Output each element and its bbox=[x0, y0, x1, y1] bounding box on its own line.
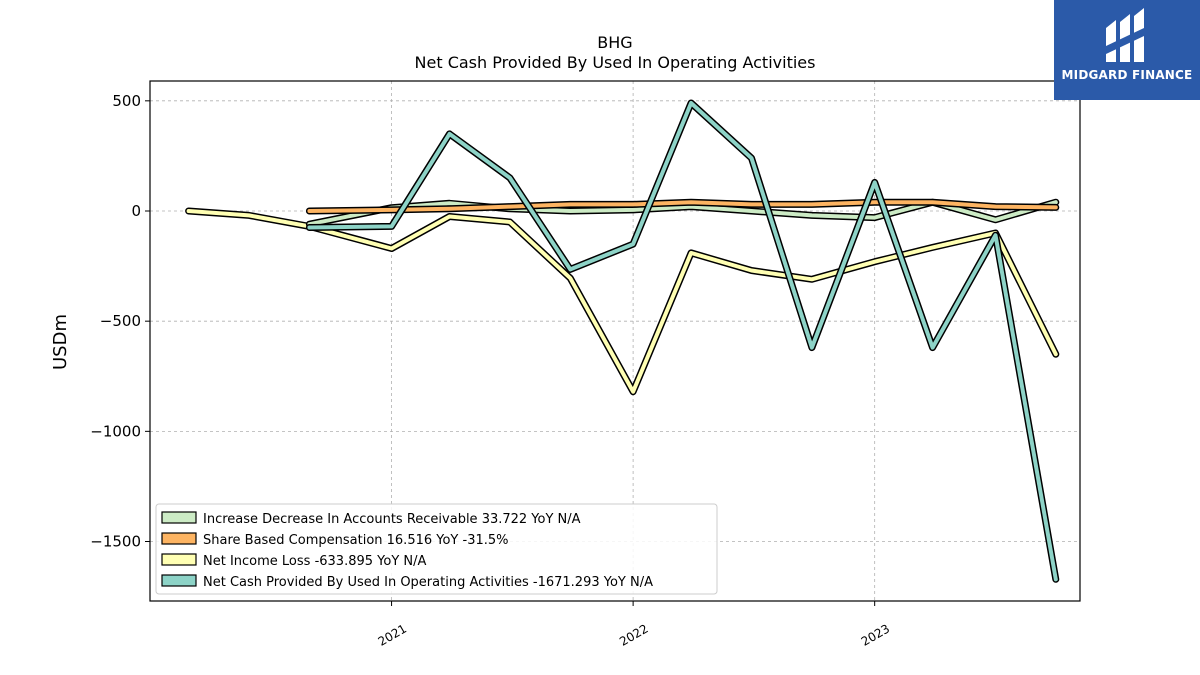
logo-text: MIDGARD FINANCE bbox=[1061, 68, 1193, 82]
y-axis-label: USDm bbox=[50, 314, 71, 370]
series-line bbox=[185, 207, 1060, 396]
y-tick-label: −1000 bbox=[90, 422, 141, 440]
midgard-finance-logo: MIDGARD FINANCE bbox=[1054, 0, 1200, 100]
legend-entry: Share Based Compensation 16.516 YoY -31.… bbox=[203, 533, 509, 548]
legend-swatch bbox=[161, 532, 197, 545]
series-line-fill bbox=[307, 200, 1058, 213]
legend-entry: Net Cash Provided By Used In Operating A… bbox=[203, 575, 653, 590]
chart-title: BHG bbox=[597, 33, 632, 52]
x-tick-label: 2022 bbox=[617, 621, 650, 648]
series-line bbox=[305, 99, 1060, 583]
legend: Increase Decrease In Accounts Receivable… bbox=[155, 503, 718, 595]
series-line-outline bbox=[185, 207, 1060, 396]
y-tick-label: 0 bbox=[131, 202, 141, 220]
x-tick-label: 2023 bbox=[859, 621, 892, 648]
y-tick-label: −500 bbox=[100, 312, 141, 330]
legend-entry: Net Income Loss -633.895 YoY N/A bbox=[203, 554, 426, 569]
legend-swatch bbox=[161, 574, 197, 587]
series-line-fill bbox=[307, 101, 1058, 582]
legend-box bbox=[155, 503, 718, 595]
y-tick-label: −1500 bbox=[90, 533, 141, 551]
plot-frame bbox=[149, 80, 1081, 602]
x-tick-label: 2021 bbox=[376, 621, 409, 648]
legend-swatch bbox=[161, 553, 197, 566]
y-tick-label: 500 bbox=[112, 92, 141, 110]
series-line-fill bbox=[186, 209, 1058, 394]
midgard-logo-icon bbox=[1106, 8, 1144, 62]
series-layer bbox=[185, 99, 1060, 583]
series-line bbox=[305, 198, 1060, 215]
chart-subtitle: Net Cash Provided By Used In Operating A… bbox=[415, 53, 816, 72]
legend-entry: Increase Decrease In Accounts Receivable… bbox=[203, 512, 581, 527]
legend-swatch bbox=[161, 511, 197, 524]
